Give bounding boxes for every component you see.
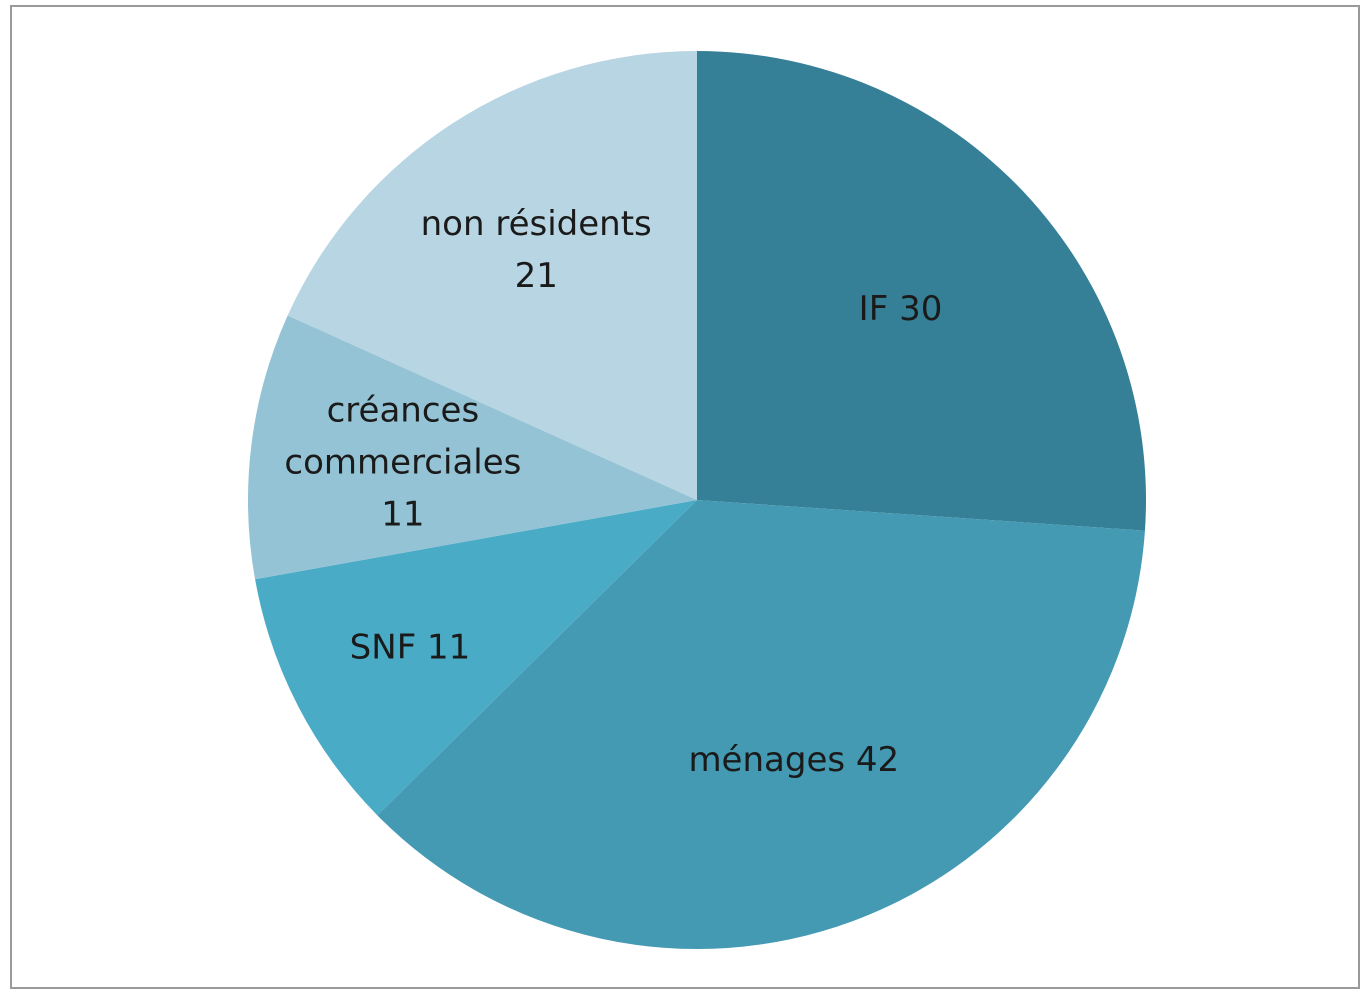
slice-label-créances-commerciales: créances commerciales 11 [284,390,521,534]
pie-labels: IF 30 ménages 42 SNF 11 créances commerciale… [284,204,942,780]
pie-slice-non-résidents [287,51,697,500]
pie-slice-ménages [377,500,1145,949]
pie-slice-SNF [255,500,697,816]
pie-slice-créances-commerciales [247,315,697,580]
slice-label-non-résidents: non résidents 21 [421,204,652,296]
slice-label-line: IF 30 [859,289,943,329]
slice-label-IF: IF 30 [859,289,943,329]
slice-label-line: commerciales [284,442,521,482]
slice-label-ménages: ménages 42 [688,740,899,780]
slice-label-line: non résidents [421,204,652,244]
slice-label-line: créances [327,390,480,430]
slice-label-line: 11 [381,494,424,534]
slice-label-SNF: SNF 11 [350,627,471,667]
slice-label-line: SNF 11 [350,627,471,667]
pie-slices [247,51,1146,949]
slice-label-line: 21 [515,256,558,296]
pie-slice-IF [697,51,1146,531]
slice-label-line: ménages 42 [688,740,899,780]
